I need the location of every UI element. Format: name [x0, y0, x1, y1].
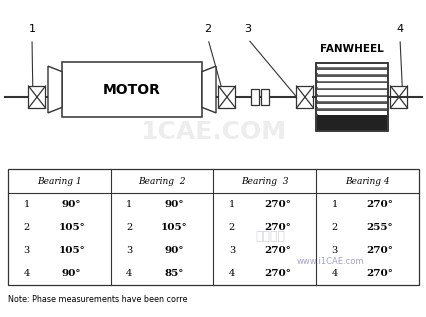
Bar: [316, 115, 386, 130]
Text: 105°: 105°: [161, 223, 187, 232]
Text: 255°: 255°: [366, 223, 392, 232]
Text: 1: 1: [23, 200, 29, 209]
Text: 1: 1: [29, 24, 35, 34]
Text: 90°: 90°: [62, 269, 81, 278]
Bar: [316, 114, 386, 117]
Text: 4: 4: [126, 269, 132, 278]
Text: Bearing  3: Bearing 3: [241, 177, 288, 185]
Bar: [250, 89, 259, 105]
Text: 90°: 90°: [62, 200, 81, 209]
Text: Bearing  2: Bearing 2: [138, 177, 185, 185]
Bar: [390, 86, 406, 108]
Text: 3: 3: [244, 24, 251, 34]
Text: 4: 4: [228, 269, 235, 278]
Text: 3: 3: [126, 246, 132, 255]
Text: 270°: 270°: [263, 246, 290, 255]
Text: Note: Phase measurements have been corre: Note: Phase measurements have been corre: [8, 295, 187, 304]
Text: 270°: 270°: [263, 223, 290, 232]
Bar: [316, 107, 386, 111]
Text: Bearing 4: Bearing 4: [345, 177, 389, 185]
Bar: [8, 169, 418, 285]
Text: 4: 4: [23, 269, 29, 278]
Bar: [315, 63, 387, 131]
Text: 270°: 270°: [263, 200, 290, 209]
Bar: [316, 94, 386, 97]
Text: 270°: 270°: [366, 269, 392, 278]
Text: 3: 3: [23, 246, 29, 255]
Text: 270°: 270°: [366, 200, 392, 209]
Text: 1: 1: [126, 200, 132, 209]
Text: 105°: 105°: [58, 223, 85, 232]
Text: 270°: 270°: [263, 269, 290, 278]
Bar: [218, 86, 235, 108]
Text: MOTOR: MOTOR: [103, 82, 161, 96]
Text: 2: 2: [228, 223, 235, 232]
Text: www.i1CAE.com: www.i1CAE.com: [296, 257, 363, 267]
Bar: [62, 62, 201, 117]
Polygon shape: [48, 66, 62, 113]
Text: 仿真在线: 仿真在线: [254, 230, 284, 243]
Bar: [316, 128, 386, 131]
Text: 90°: 90°: [164, 200, 184, 209]
Text: 85°: 85°: [164, 269, 184, 278]
Bar: [316, 80, 386, 83]
Bar: [29, 86, 46, 108]
Bar: [296, 86, 313, 108]
Text: 2: 2: [126, 223, 132, 232]
Text: 105°: 105°: [58, 246, 85, 255]
Bar: [316, 100, 386, 104]
Text: 1: 1: [331, 200, 337, 209]
Text: 3: 3: [228, 246, 235, 255]
Text: 2: 2: [204, 24, 211, 34]
Text: 4: 4: [331, 269, 337, 278]
Polygon shape: [201, 66, 216, 113]
Bar: [261, 89, 269, 105]
Bar: [316, 121, 386, 124]
Text: 4: 4: [395, 24, 403, 34]
Text: 270°: 270°: [366, 246, 392, 255]
Bar: [316, 66, 386, 70]
Text: 2: 2: [23, 223, 29, 232]
Text: 2: 2: [331, 223, 337, 232]
Bar: [316, 87, 386, 90]
Text: 1CAE.COM: 1CAE.COM: [140, 120, 285, 144]
Bar: [315, 63, 387, 131]
Text: 1: 1: [228, 200, 235, 209]
Text: 3: 3: [331, 246, 337, 255]
Bar: [316, 73, 386, 77]
Text: 90°: 90°: [164, 246, 184, 255]
Text: FANWHEEL: FANWHEEL: [320, 44, 383, 54]
Text: Bearing 1: Bearing 1: [37, 177, 81, 185]
